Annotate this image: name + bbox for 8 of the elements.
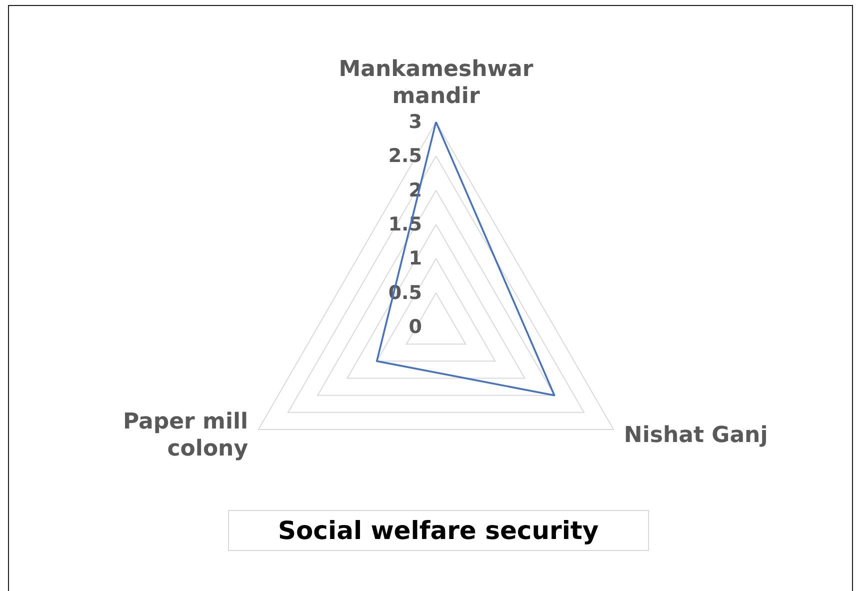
spoke-label: Nishat Ganj [624,423,768,448]
text: Social welfare security [278,516,599,545]
y-tick-label: 0 [408,316,422,338]
spoke-label: Paper mill colony [122,410,248,462]
spoke-label: Mankameshwar mandir [338,57,534,109]
y-tick-label: 2.5 [388,145,422,168]
y-tick-label: 1 [408,248,422,270]
y-tick-label: 3 [408,111,422,133]
